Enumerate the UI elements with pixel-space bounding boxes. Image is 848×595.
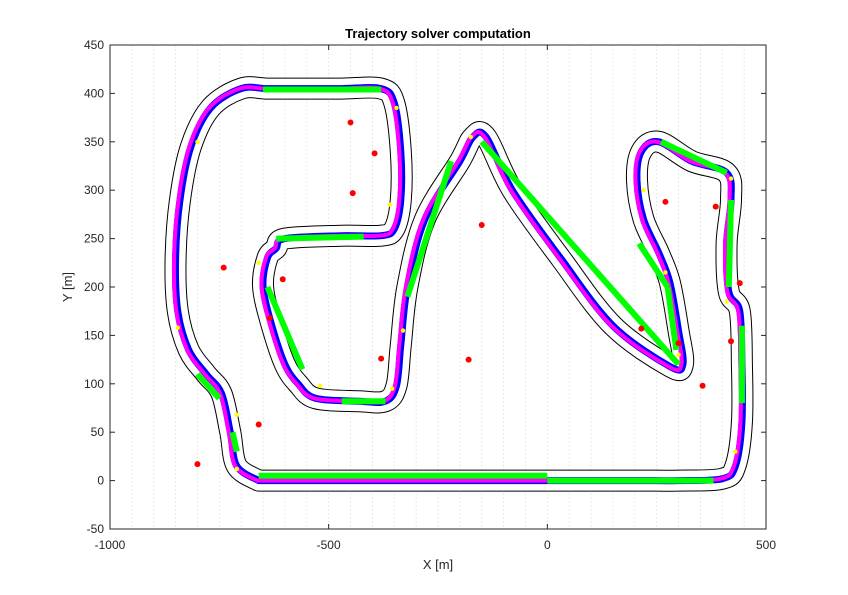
red-marker-point: [712, 203, 719, 210]
red-markers: [194, 119, 743, 468]
red-marker-point: [728, 338, 735, 345]
waypoint-point: [394, 105, 399, 111]
waypoint-point: [400, 328, 406, 333]
red-marker-point: [255, 421, 262, 428]
straight-segment: [664, 286, 680, 351]
red-marker-point: [349, 190, 356, 197]
straight-segments: [195, 86, 745, 484]
y-tick-label: 250: [84, 232, 104, 246]
chart-title: Trajectory solver computation: [345, 26, 531, 41]
y-tick-label: 50: [91, 425, 105, 439]
y-tick-label: 350: [84, 135, 104, 149]
red-marker-point: [371, 150, 378, 157]
waypoint-point: [256, 260, 261, 265]
waypoint-point: [387, 202, 393, 207]
y-tick-label: 450: [84, 38, 104, 52]
straight-segment: [479, 139, 681, 367]
straight-segment: [636, 241, 671, 289]
red-marker-point: [194, 461, 201, 468]
waypoint-point: [724, 299, 729, 304]
red-marker-point: [266, 314, 273, 321]
curve-segment-line: [171, 85, 743, 483]
x-axis-label: X [m]: [423, 557, 453, 572]
x-tick-label: 0: [544, 538, 551, 552]
waypoint-point: [728, 176, 734, 181]
x-tick-label: -1000: [95, 538, 126, 552]
red-marker-point: [638, 325, 645, 332]
y-tick-label: 200: [84, 280, 104, 294]
y-tick-label: 300: [84, 183, 104, 197]
red-marker-point: [699, 382, 706, 389]
waypoint-point: [234, 412, 240, 417]
waypoint-point: [663, 270, 668, 275]
straight-segment: [404, 160, 454, 298]
y-tick-label: 0: [97, 474, 104, 488]
straight-segment: [229, 431, 240, 453]
y-axis-label: Y [m]: [60, 272, 75, 302]
waypoint-point: [317, 383, 323, 388]
red-marker-point: [478, 222, 485, 229]
y-tick-label: 100: [84, 377, 104, 391]
red-marker-point: [220, 264, 227, 271]
waypoint-point: [733, 449, 738, 454]
straight-segment: [276, 233, 364, 242]
straight-segment: [195, 372, 222, 401]
red-marker-point: [736, 280, 743, 287]
y-tick-label: 150: [84, 328, 104, 342]
red-marker-point: [378, 355, 385, 362]
red-marker-point: [465, 356, 472, 363]
waypoint-point: [641, 188, 646, 193]
red-marker-point: [662, 198, 669, 205]
x-tick-label: 500: [756, 538, 776, 552]
waypoint-point: [175, 325, 180, 330]
straight-segment: [264, 285, 306, 371]
red-marker-point: [279, 276, 286, 283]
x-tick-label: -500: [317, 538, 341, 552]
waypoint-point: [389, 386, 395, 391]
axis-ticks: -1000 -500 0 500-50050100150200250300350400…: [84, 38, 776, 552]
waypoint-point: [468, 134, 473, 140]
straight-segment: [659, 139, 728, 176]
y-tick-label: -50: [87, 522, 105, 536]
waypoint-point: [195, 139, 200, 144]
y-tick-label: 400: [84, 86, 104, 100]
red-marker-point: [675, 340, 682, 347]
waypoint-markers: [175, 105, 738, 472]
waypoint-point: [234, 466, 240, 472]
red-marker-point: [347, 119, 354, 126]
straight-segment: [725, 199, 735, 288]
waypoint-point: [676, 352, 681, 357]
